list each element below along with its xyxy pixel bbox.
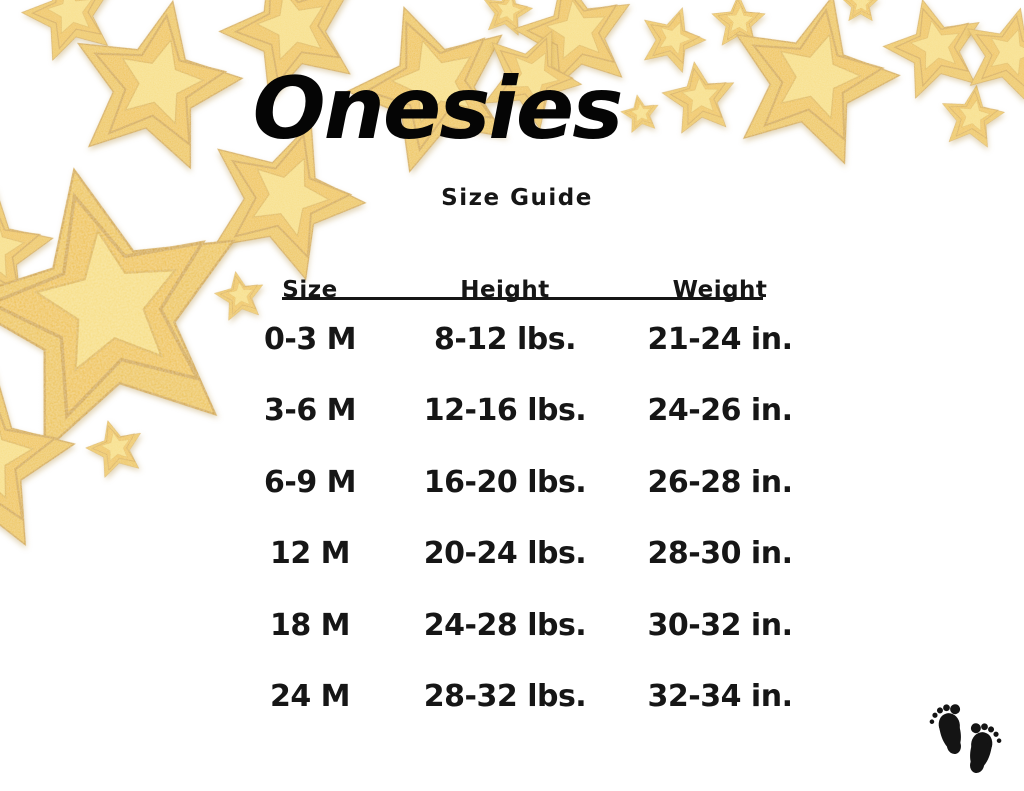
height-cell: 12-16 lbs. [423, 393, 587, 428]
gold-star-icon [74, 408, 156, 490]
page-title: Onesies [252, 59, 624, 159]
header-underline [282, 297, 763, 300]
gold-star-icon [692, 0, 931, 201]
size-cell: 0-3 M [264, 322, 357, 357]
gold-star-icon [38, 0, 272, 204]
size-cell: 24 M [269, 679, 351, 714]
height-cell: 8-12 lbs. [433, 322, 577, 357]
height-cell: 20-24 lbs. [423, 536, 587, 571]
weight-cell: 24-26 in. [647, 393, 793, 428]
gold-star-icon [624, 0, 720, 88]
gold-star-icon [865, 0, 1006, 120]
gold-star-icon [838, 0, 883, 27]
weight-cell: 32-34 in. [647, 679, 793, 714]
table-row: 3-6 M 12-16 lbs. 24-26 in. [250, 393, 800, 428]
gold-star-icon [0, 171, 69, 334]
height-cell: 16-20 lbs. [423, 465, 587, 500]
table-row: 6-9 M 16-20 lbs. 26-28 in. [250, 465, 800, 500]
size-cell: 6-9 M [264, 465, 357, 500]
gold-star-icon [4, 0, 136, 81]
table-row: 24 M 28-32 lbs. 32-34 in. [250, 679, 800, 714]
page-subtitle: Size Guide [441, 185, 593, 211]
gold-star-icon [614, 88, 666, 140]
size-cell: 12 M [269, 536, 351, 571]
size-cell: 3-6 M [264, 393, 357, 428]
height-cell: 28-32 lbs. [423, 679, 587, 714]
right-footprint [960, 720, 1005, 778]
weight-cell: 30-32 in. [647, 608, 793, 643]
height-cell: 24-28 lbs. [423, 608, 587, 643]
gold-star-icon [0, 340, 101, 581]
table-row: 18 M 24-28 lbs. 30-32 in. [250, 608, 800, 643]
size-cell: 18 M [269, 608, 351, 643]
gold-star-icon [651, 51, 747, 147]
gold-star-icon [0, 118, 302, 512]
weight-cell: 26-28 in. [647, 465, 793, 500]
gold-star-icon [707, 0, 770, 54]
gold-star-icon [930, 76, 1014, 160]
left-footprint [926, 701, 971, 759]
gold-star-icon [942, 0, 1024, 121]
table-row: 0-3 M 8-12 lbs. 21-24 in. [250, 322, 800, 357]
table-row: 12 M 20-24 lbs. 28-30 in. [250, 536, 800, 571]
weight-cell: 28-30 in. [647, 536, 793, 571]
gold-star-icon [473, 0, 540, 46]
weight-cell: 21-24 in. [647, 322, 793, 357]
baby-footprints-icon [926, 701, 1005, 778]
